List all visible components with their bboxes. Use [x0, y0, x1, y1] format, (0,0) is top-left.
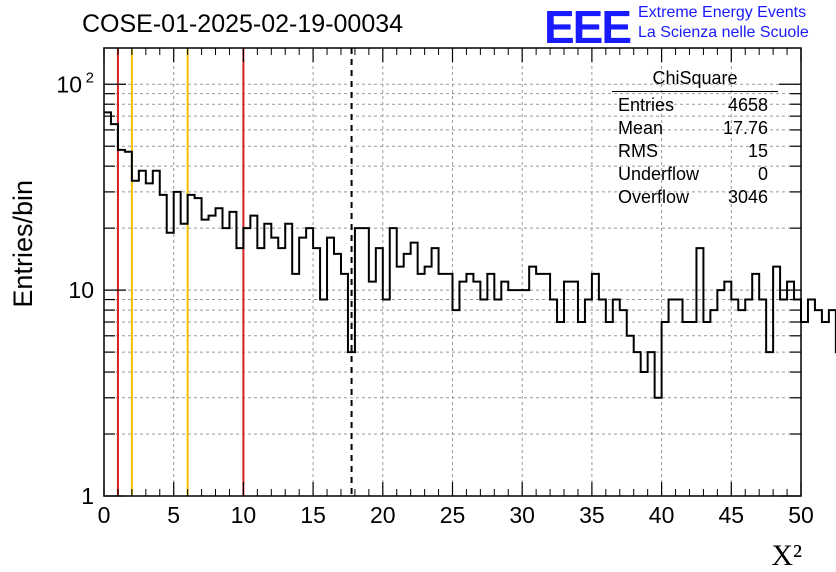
- marker-lines: [116, 48, 353, 496]
- stats-value: 17.76: [722, 118, 768, 138]
- x-tick-label: 10: [231, 502, 257, 528]
- x-tick-label: 35: [579, 502, 605, 528]
- x-axis-label: X²: [771, 539, 802, 572]
- y-tick-label: 10: [56, 71, 82, 97]
- x-tick-label: 0: [98, 502, 111, 528]
- stats-title: ChiSquare: [612, 68, 778, 92]
- x-tick-label: 25: [440, 502, 466, 528]
- x-tick-label: 20: [370, 502, 396, 528]
- histogram-line: [104, 111, 836, 399]
- logo-tagline-1: Extreme Energy Events: [638, 4, 807, 21]
- stats-label: Mean: [618, 118, 664, 138]
- stats-box: ChiSquare Entries 4658 Mean 17.76 RMS 15 Un…: [612, 68, 778, 209]
- stats-row-mean: Mean 17.76: [612, 117, 778, 140]
- x-tick-label: 45: [719, 502, 745, 528]
- axis-ticks: [103, 48, 802, 497]
- x-tick-label: 15: [300, 502, 326, 528]
- stats-label: RMS: [618, 141, 658, 161]
- x-tick-label: 30: [509, 502, 535, 528]
- y-tick-label: 10: [68, 277, 94, 303]
- y-axis-label: Entries/bin: [8, 180, 38, 308]
- stats-row-underflow: Underflow 0: [612, 163, 778, 186]
- stats-row-entries: Entries 4658: [612, 94, 778, 117]
- stats-label: Overflow: [618, 187, 690, 207]
- chart-title: COSE-01-2025-02-19-00034: [82, 10, 404, 38]
- x-tick-label: 5: [167, 502, 180, 528]
- stats-value: 0: [757, 164, 768, 184]
- logo-tagline-2: La Scienza nelle Scuole: [638, 24, 809, 41]
- eee-logo: EEE: [544, 1, 632, 53]
- stats-value: 4658: [727, 95, 768, 115]
- stats-label: Underflow: [618, 164, 700, 184]
- x-tick-label: 40: [649, 502, 675, 528]
- stats-row-overflow: Overflow 3046: [612, 186, 778, 209]
- y-tick-label-exponent: 2: [86, 69, 94, 86]
- stats-row-rms: RMS 15: [612, 140, 778, 163]
- x-tick-label: 50: [788, 502, 814, 528]
- stats-label: Entries: [618, 95, 675, 115]
- y-tick-label: 1: [81, 483, 94, 509]
- stats-value: 15: [747, 141, 768, 161]
- stats-value: 3046: [727, 187, 768, 207]
